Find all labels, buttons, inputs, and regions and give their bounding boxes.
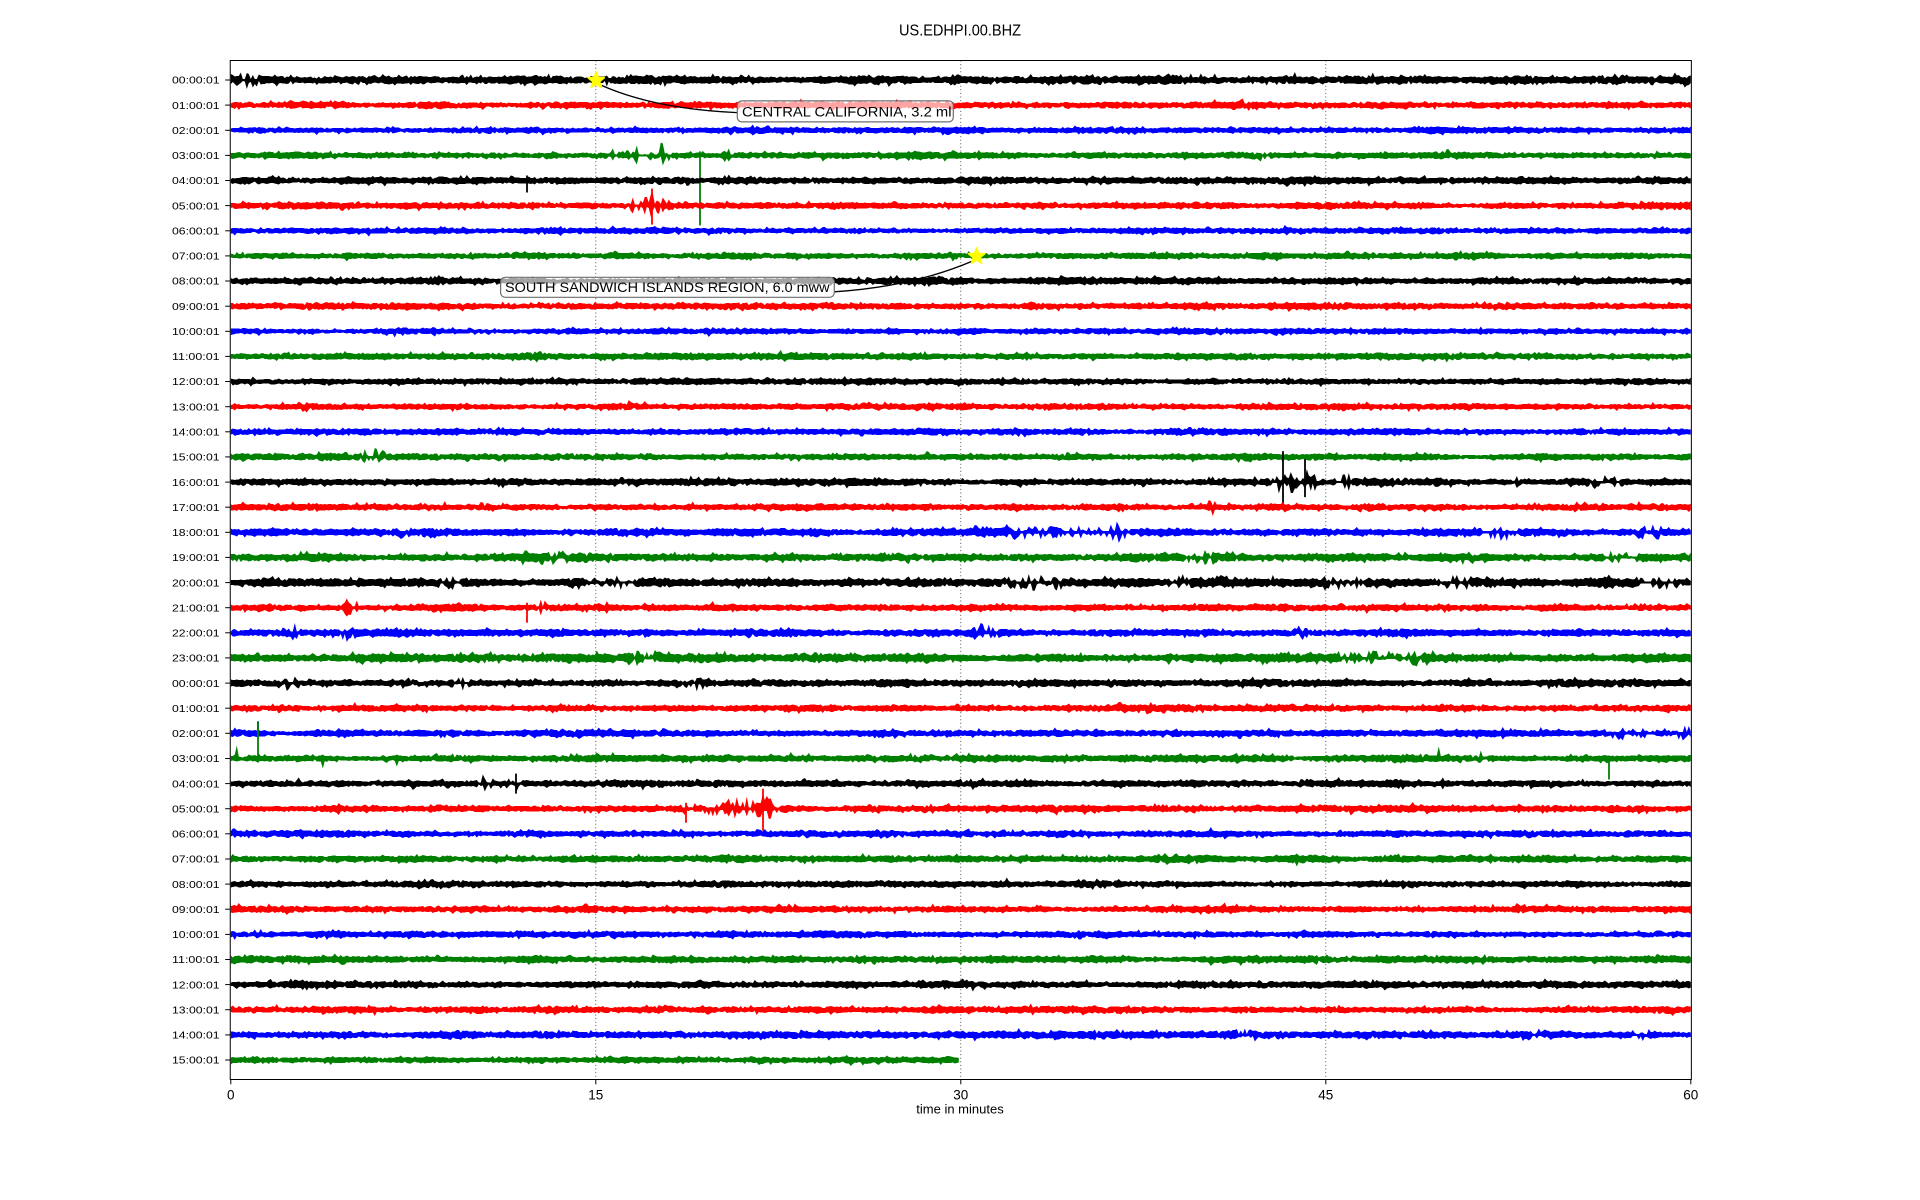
svg-text:14:00:01: 14:00:01 bbox=[172, 427, 220, 439]
svg-text:16:00:01: 16:00:01 bbox=[172, 477, 220, 489]
svg-text:15:00:01: 15:00:01 bbox=[172, 452, 220, 464]
svg-text:08:00:01: 08:00:01 bbox=[172, 879, 220, 891]
svg-text:00:00:01: 00:00:01 bbox=[172, 678, 220, 690]
svg-text:US.EDHPI.00.BHZ: US.EDHPI.00.BHZ bbox=[899, 23, 1021, 40]
svg-text:12:00:01: 12:00:01 bbox=[172, 376, 220, 388]
svg-text:06:00:01: 06:00:01 bbox=[172, 226, 220, 238]
svg-text:07:00:01: 07:00:01 bbox=[172, 854, 220, 866]
svg-text:20:00:01: 20:00:01 bbox=[172, 577, 220, 589]
svg-text:11:00:01: 11:00:01 bbox=[172, 351, 220, 363]
svg-text:23:00:01: 23:00:01 bbox=[172, 653, 220, 665]
svg-text:13:00:01: 13:00:01 bbox=[172, 401, 220, 413]
svg-text:06:00:01: 06:00:01 bbox=[172, 829, 220, 841]
svg-text:04:00:01: 04:00:01 bbox=[172, 778, 220, 790]
svg-text:0: 0 bbox=[227, 1088, 235, 1103]
svg-text:05:00:01: 05:00:01 bbox=[172, 200, 220, 212]
svg-text:02:00:01: 02:00:01 bbox=[172, 125, 220, 137]
svg-text:14:00:01: 14:00:01 bbox=[172, 1030, 220, 1042]
svg-text:22:00:01: 22:00:01 bbox=[172, 628, 220, 640]
svg-text:01:00:01: 01:00:01 bbox=[172, 100, 220, 112]
svg-text:10:00:01: 10:00:01 bbox=[172, 326, 220, 338]
svg-text:60: 60 bbox=[1683, 1088, 1698, 1103]
svg-text:18:00:01: 18:00:01 bbox=[172, 527, 220, 539]
svg-text:03:00:01: 03:00:01 bbox=[172, 753, 220, 765]
svg-text:08:00:01: 08:00:01 bbox=[172, 276, 220, 288]
svg-text:30: 30 bbox=[953, 1088, 968, 1103]
svg-text:04:00:01: 04:00:01 bbox=[172, 175, 220, 187]
svg-text:17:00:01: 17:00:01 bbox=[172, 502, 220, 514]
svg-text:10:00:01: 10:00:01 bbox=[172, 929, 220, 941]
svg-text:09:00:01: 09:00:01 bbox=[172, 301, 220, 313]
svg-text:00:00:01: 00:00:01 bbox=[172, 75, 220, 87]
svg-text:03:00:01: 03:00:01 bbox=[172, 150, 220, 162]
svg-text:CENTRAL CALIFORNIA, 3.2 ml: CENTRAL CALIFORNIA, 3.2 ml bbox=[742, 104, 952, 120]
svg-text:02:00:01: 02:00:01 bbox=[172, 728, 220, 740]
svg-text:45: 45 bbox=[1318, 1088, 1333, 1103]
svg-text:12:00:01: 12:00:01 bbox=[172, 979, 220, 991]
svg-text:15: 15 bbox=[588, 1088, 603, 1103]
svg-text:time in minutes: time in minutes bbox=[916, 1102, 1004, 1117]
svg-text:19:00:01: 19:00:01 bbox=[172, 552, 220, 564]
svg-text:05:00:01: 05:00:01 bbox=[172, 803, 220, 815]
svg-text:07:00:01: 07:00:01 bbox=[172, 251, 220, 263]
svg-text:15:00:01: 15:00:01 bbox=[172, 1055, 220, 1067]
svg-text:01:00:01: 01:00:01 bbox=[172, 703, 220, 715]
svg-text:11:00:01: 11:00:01 bbox=[172, 954, 220, 966]
svg-text:21:00:01: 21:00:01 bbox=[172, 602, 220, 614]
svg-text:09:00:01: 09:00:01 bbox=[172, 904, 220, 916]
svg-text:13:00:01: 13:00:01 bbox=[172, 1004, 220, 1016]
svg-text:SOUTH SANDWICH ISLANDS REGION,: SOUTH SANDWICH ISLANDS REGION, 6.0 mww bbox=[505, 280, 830, 296]
